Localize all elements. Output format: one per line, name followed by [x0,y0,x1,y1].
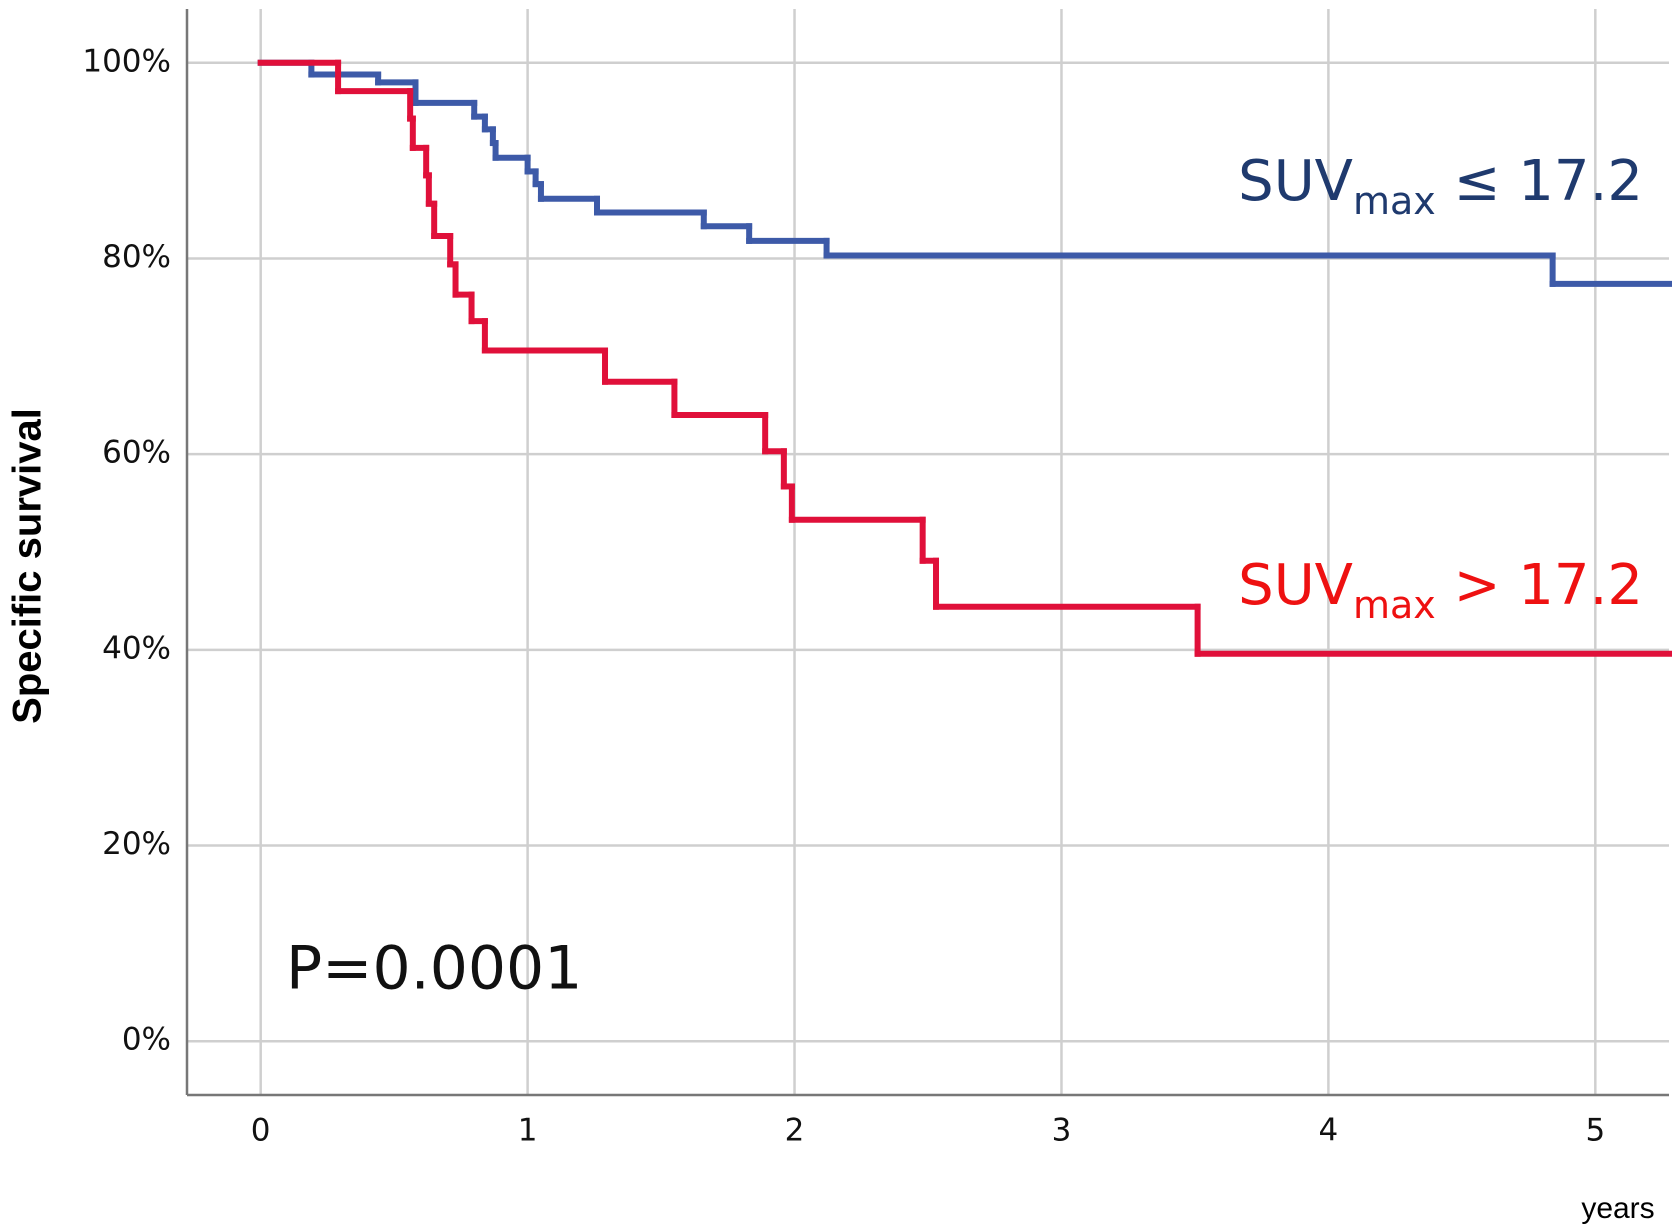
y-tick-label: 100% [82,43,171,79]
label-sub: max [1353,583,1436,627]
survival-curve [257,59,1672,657]
x-tick-label: 4 [1319,1113,1339,1149]
y-tick-label: 20% [102,826,171,862]
curve-label: SUVmax ≤ 17.2 [1238,149,1643,223]
y-tick-label: 0% [122,1022,171,1058]
label-rest: ≤ 17.2 [1436,149,1643,214]
label-main: SUV [1238,149,1353,214]
curves [257,59,1672,657]
p-value: P=0.0001 [286,934,582,1004]
x-axis-title: years [1581,1192,1654,1225]
x-tick-label: 5 [1585,1113,1605,1149]
x-tick-label: 2 [785,1113,805,1149]
y-tick-label: 80% [102,239,171,275]
y-tick-label: 60% [102,435,171,471]
label-rest: > 17.2 [1436,553,1643,618]
label-sub: max [1353,179,1436,223]
label-main: SUV [1238,553,1353,618]
y-tick-label: 40% [102,630,171,666]
x-tick-label: 3 [1052,1113,1072,1149]
y-axis-title: Specific survival [6,408,50,724]
x-tick-label: 1 [518,1113,538,1149]
curve-label: SUVmax > 17.2 [1238,553,1643,627]
x-tick-label: 0 [251,1113,271,1149]
